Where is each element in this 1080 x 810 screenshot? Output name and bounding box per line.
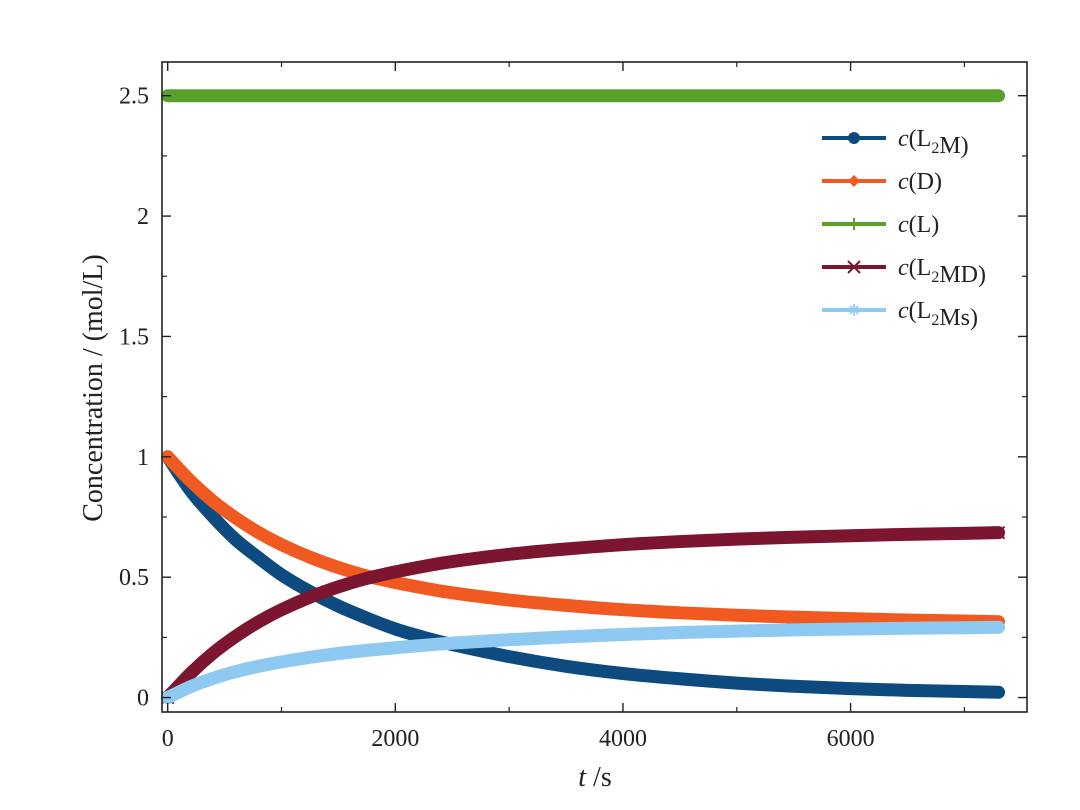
y-axis-title: Concentration / (mol/L) — [78, 254, 109, 522]
legend-label-c-l2ms: c(L2Ms) — [898, 298, 978, 331]
x-tick-label: 6000 — [827, 726, 875, 752]
legend: c(L2M)c(D)c(L)c(L2MD)c(L2Ms) — [822, 126, 986, 331]
series-layer — [160, 89, 1006, 705]
legend-label-part: Ms) — [939, 305, 978, 331]
series-line-c-l2md — [161, 526, 1006, 705]
legend-label-part: (L — [909, 298, 932, 324]
legend-label-part: c — [898, 126, 909, 152]
series-line-c-d — [161, 450, 1006, 629]
y-tick-label: 2.5 — [119, 84, 149, 110]
x-tick-label: 4000 — [599, 726, 647, 752]
legend-label-part: c — [898, 169, 909, 195]
x-tick-label: 0 — [162, 726, 174, 752]
legend-label-c-l2m: c(L2M) — [898, 126, 969, 159]
legend-marker-c-l — [848, 218, 860, 230]
series-line-c-l2ms — [161, 620, 1006, 705]
legend-label-part: M) — [939, 133, 968, 159]
legend-label-part: (L — [909, 126, 932, 152]
y-axis: 0 0.5 1 1.5 2 2.5 — [119, 84, 1027, 712]
series-end-marker-c-l2ms — [992, 621, 1005, 634]
legend-label-c-d: c(D) — [898, 169, 942, 195]
legend-marker-c-d — [848, 175, 860, 187]
plot-frame — [161, 61, 1028, 713]
legend-label-c-l2md: c(L2MD) — [898, 255, 986, 288]
legend-label-part: 2 — [931, 269, 939, 286]
legend-marker-c-l2md — [847, 260, 861, 274]
legend-label-c-l: c(L) — [898, 212, 939, 238]
x-axis-title-variable: t — [578, 762, 587, 793]
series-end-marker-c-l2md — [991, 525, 1006, 540]
legend-label-part: c — [898, 212, 909, 238]
legend-marker-c-l2ms — [848, 304, 860, 316]
legend-label-part: 2 — [931, 140, 939, 157]
x-axis-title-unit: /s — [586, 762, 612, 793]
y-tick-label: 0.5 — [119, 565, 149, 591]
y-tick-label: 1.5 — [119, 324, 149, 350]
series-end-marker-c-l2m — [992, 686, 1005, 699]
legend-label-part: MD) — [939, 262, 986, 288]
series-end-marker-c-l — [992, 89, 1005, 102]
legend-label-part: (L — [909, 255, 932, 281]
legend-label-part: c — [898, 255, 909, 281]
y-tick-label: 0 — [137, 686, 149, 712]
legend-label-part: c — [898, 298, 909, 324]
x-axis-title: t /s — [578, 762, 611, 793]
y-tick-label: 1 — [137, 445, 149, 471]
legend-label-part: (L) — [909, 212, 940, 238]
x-axis: 0 2000 4000 6000 — [162, 62, 966, 752]
legend-marker-c-l2m — [848, 132, 860, 144]
legend-label-part: 2 — [931, 312, 939, 329]
x-tick-label: 2000 — [371, 726, 419, 752]
legend-label-part: (D) — [909, 169, 942, 195]
y-tick-label: 2 — [137, 204, 149, 230]
